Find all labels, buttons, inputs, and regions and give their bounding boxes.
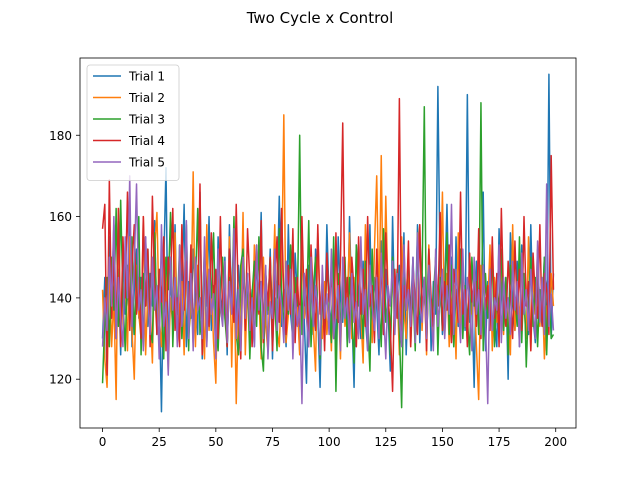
series-line-trial-5 bbox=[101, 175, 555, 405]
legend-label: Trial 3 bbox=[128, 113, 165, 127]
y-tick-label: 160 bbox=[49, 210, 72, 224]
legend-label: Trial 4 bbox=[128, 134, 165, 148]
axes-frame bbox=[79, 57, 577, 429]
legend-box bbox=[86, 64, 180, 181]
x-tick-label: 25 bbox=[152, 435, 167, 449]
y-tick-label: 120 bbox=[49, 373, 72, 387]
x-tick-label: 75 bbox=[265, 435, 280, 449]
x-tick-label: 125 bbox=[374, 435, 397, 449]
legend: Trial 1 Trial 2 Trial 3 Trial 4 Trial 5 bbox=[86, 64, 180, 181]
x-tick-label: 175 bbox=[488, 435, 511, 449]
y-tick-label: 180 bbox=[49, 129, 72, 143]
legend-label: Trial 1 bbox=[128, 70, 165, 84]
x-tick-label: 50 bbox=[208, 435, 223, 449]
x-axis: 0 25 50 75 100 125 150 175 200 bbox=[99, 428, 567, 449]
y-axis: 120 140 160 180 bbox=[49, 129, 80, 387]
legend-label: Trial 5 bbox=[128, 156, 165, 170]
x-tick-label: 150 bbox=[431, 435, 454, 449]
chart-title: Two Cycle x Control bbox=[246, 9, 394, 27]
x-tick-label: 200 bbox=[544, 435, 567, 449]
x-tick-label: 0 bbox=[99, 435, 107, 449]
x-tick-label: 100 bbox=[318, 435, 341, 449]
y-tick-label: 140 bbox=[49, 291, 72, 305]
legend-label: Trial 2 bbox=[128, 91, 165, 105]
plot-area bbox=[101, 73, 555, 413]
